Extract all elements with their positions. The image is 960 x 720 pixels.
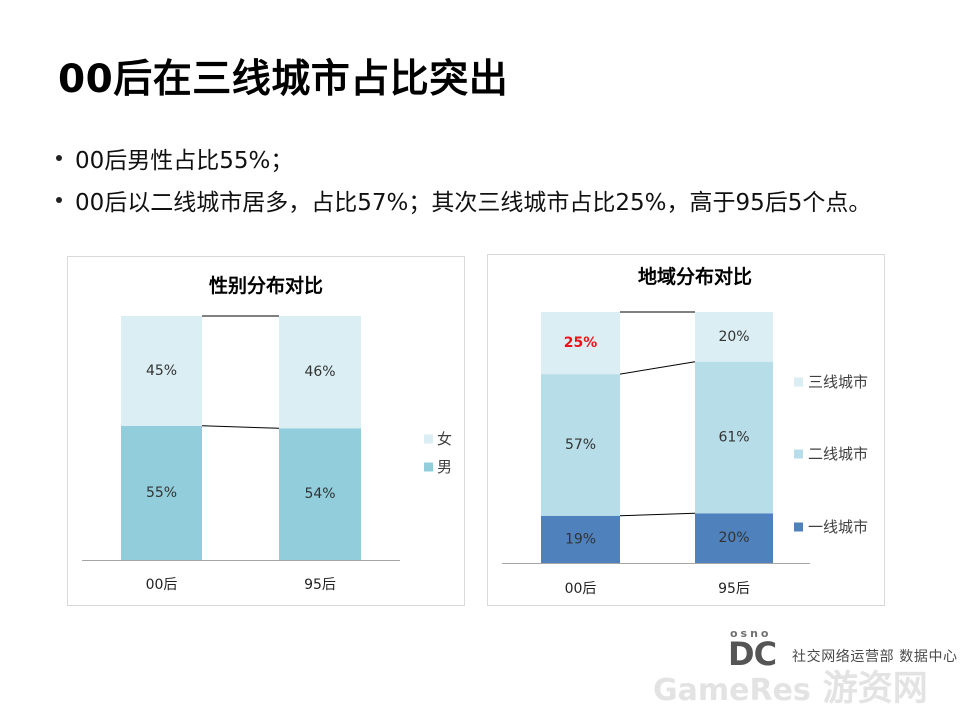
region-data-label-post95-tier3-city: 20% bbox=[718, 329, 749, 345]
gender-legend-swatch-male bbox=[424, 462, 433, 472]
gender-legend-label-female: 女 bbox=[437, 430, 452, 448]
osno-dc-logo: osno DC 社交网络运营部 数据中心 bbox=[728, 627, 957, 673]
bullet-item: 00后以二线城市居多，占比57%；其次三线城市占比25%，高于95后5个点。 bbox=[54, 179, 871, 221]
watermark-latin-text: GameRes bbox=[653, 673, 811, 708]
region-connector-line-tier2-city bbox=[619, 361, 696, 375]
region-chart-plot: 19% 57% 25% 00后 20% 61% 20% 95后 一线城市 二线城市 三线城市 bbox=[502, 311, 868, 597]
gender-legend-label-male: 男 bbox=[437, 458, 452, 476]
gameres-watermark: GameRes 游资网 bbox=[653, 668, 928, 716]
region-legend-label-tier3-city: 三线城市 bbox=[808, 373, 868, 391]
gender-legend-swatch-female bbox=[424, 434, 433, 444]
watermark-cjk-text: 游资网 bbox=[822, 669, 928, 709]
region-legend-swatch-tier3-city bbox=[794, 377, 803, 387]
logo-dc-mark: DC bbox=[728, 635, 777, 673]
region-legend-swatch-tier1-city bbox=[794, 522, 803, 532]
gender-chart-title: 性别分布对比 bbox=[208, 275, 323, 297]
bullet-item: 00后男性占比55%； bbox=[54, 137, 871, 179]
gender-bar-post95-male bbox=[279, 428, 361, 560]
gender-data-label-post00-female: 45% bbox=[146, 363, 177, 379]
region-data-label-post00-tier3-city: 25% bbox=[564, 335, 598, 351]
gender-distribution-chart: 55% 45% 00后 54% 46% 95后 男女 性别分布对比 bbox=[67, 256, 465, 606]
gender-connector-line-male bbox=[201, 425, 280, 429]
bullet-text: 00后男性占比55%； bbox=[75, 148, 294, 174]
slide-title: 00后在三线城市占比突出 bbox=[58, 57, 509, 102]
region-data-label-post00-tier2-city: 57% bbox=[565, 437, 596, 453]
gender-data-label-post95-female: 46% bbox=[304, 364, 335, 380]
region-x-tick-label-post95: 95后 bbox=[718, 581, 750, 597]
region-legend-label-tier2-city: 二线城市 bbox=[808, 445, 868, 463]
gender-data-label-post95-male: 54% bbox=[304, 486, 335, 502]
region-legend-label-tier1-city: 一线城市 bbox=[808, 518, 868, 536]
gender-x-tick-label-post00: 00后 bbox=[146, 577, 178, 593]
gender-chart-plot: 55% 45% 00后 54% 46% 95后 男女 bbox=[82, 315, 452, 593]
gender-bar-post00-male bbox=[121, 425, 202, 560]
bullet-text: 00后以二线城市居多，占比57%；其次三线城市占比25%，高于95后5个点。 bbox=[75, 190, 872, 216]
logo-department-text: 社交网络运营部 数据中心 bbox=[792, 649, 958, 665]
bullet-dot-icon bbox=[56, 197, 62, 203]
region-connector-line-tier1-city bbox=[619, 512, 696, 517]
gender-data-label-post00-male: 55% bbox=[146, 485, 177, 501]
region-bar-post00-tier1-city bbox=[541, 515, 620, 563]
bullet-dot-icon bbox=[56, 155, 62, 161]
region-distribution-chart: 19% 57% 25% 00后 20% 61% 20% 95后 一线城市 二线城市 三线城市 地域分… bbox=[487, 254, 885, 606]
region-bar-post00-tier3-city bbox=[541, 312, 620, 375]
region-bar-post95-tier1-city bbox=[695, 513, 773, 563]
region-legend-swatch-tier2-city bbox=[794, 449, 803, 459]
region-bar-post95-tier3-city bbox=[695, 312, 773, 362]
region-bar-post00-tier2-city bbox=[541, 374, 620, 516]
gender-x-tick-label-post95: 95后 bbox=[304, 577, 336, 593]
region-bar-post95-tier2-city bbox=[695, 361, 773, 514]
region-chart-title: 地域分布对比 bbox=[637, 266, 752, 288]
region-data-label-post95-tier1-city: 20% bbox=[718, 530, 749, 546]
bullet-list: 00后男性占比55%； 00后以二线城市居多，占比57%；其次三线城市占比25%… bbox=[54, 137, 871, 221]
gender-bar-post95-female bbox=[279, 316, 361, 429]
region-data-label-post95-tier2-city: 61% bbox=[718, 430, 749, 446]
logo-top-text: osno bbox=[730, 627, 772, 640]
region-x-tick-label-post00: 00后 bbox=[565, 581, 597, 597]
region-data-label-post00-tier1-city: 19% bbox=[565, 531, 596, 547]
gender-bar-post00-female bbox=[121, 316, 202, 426]
